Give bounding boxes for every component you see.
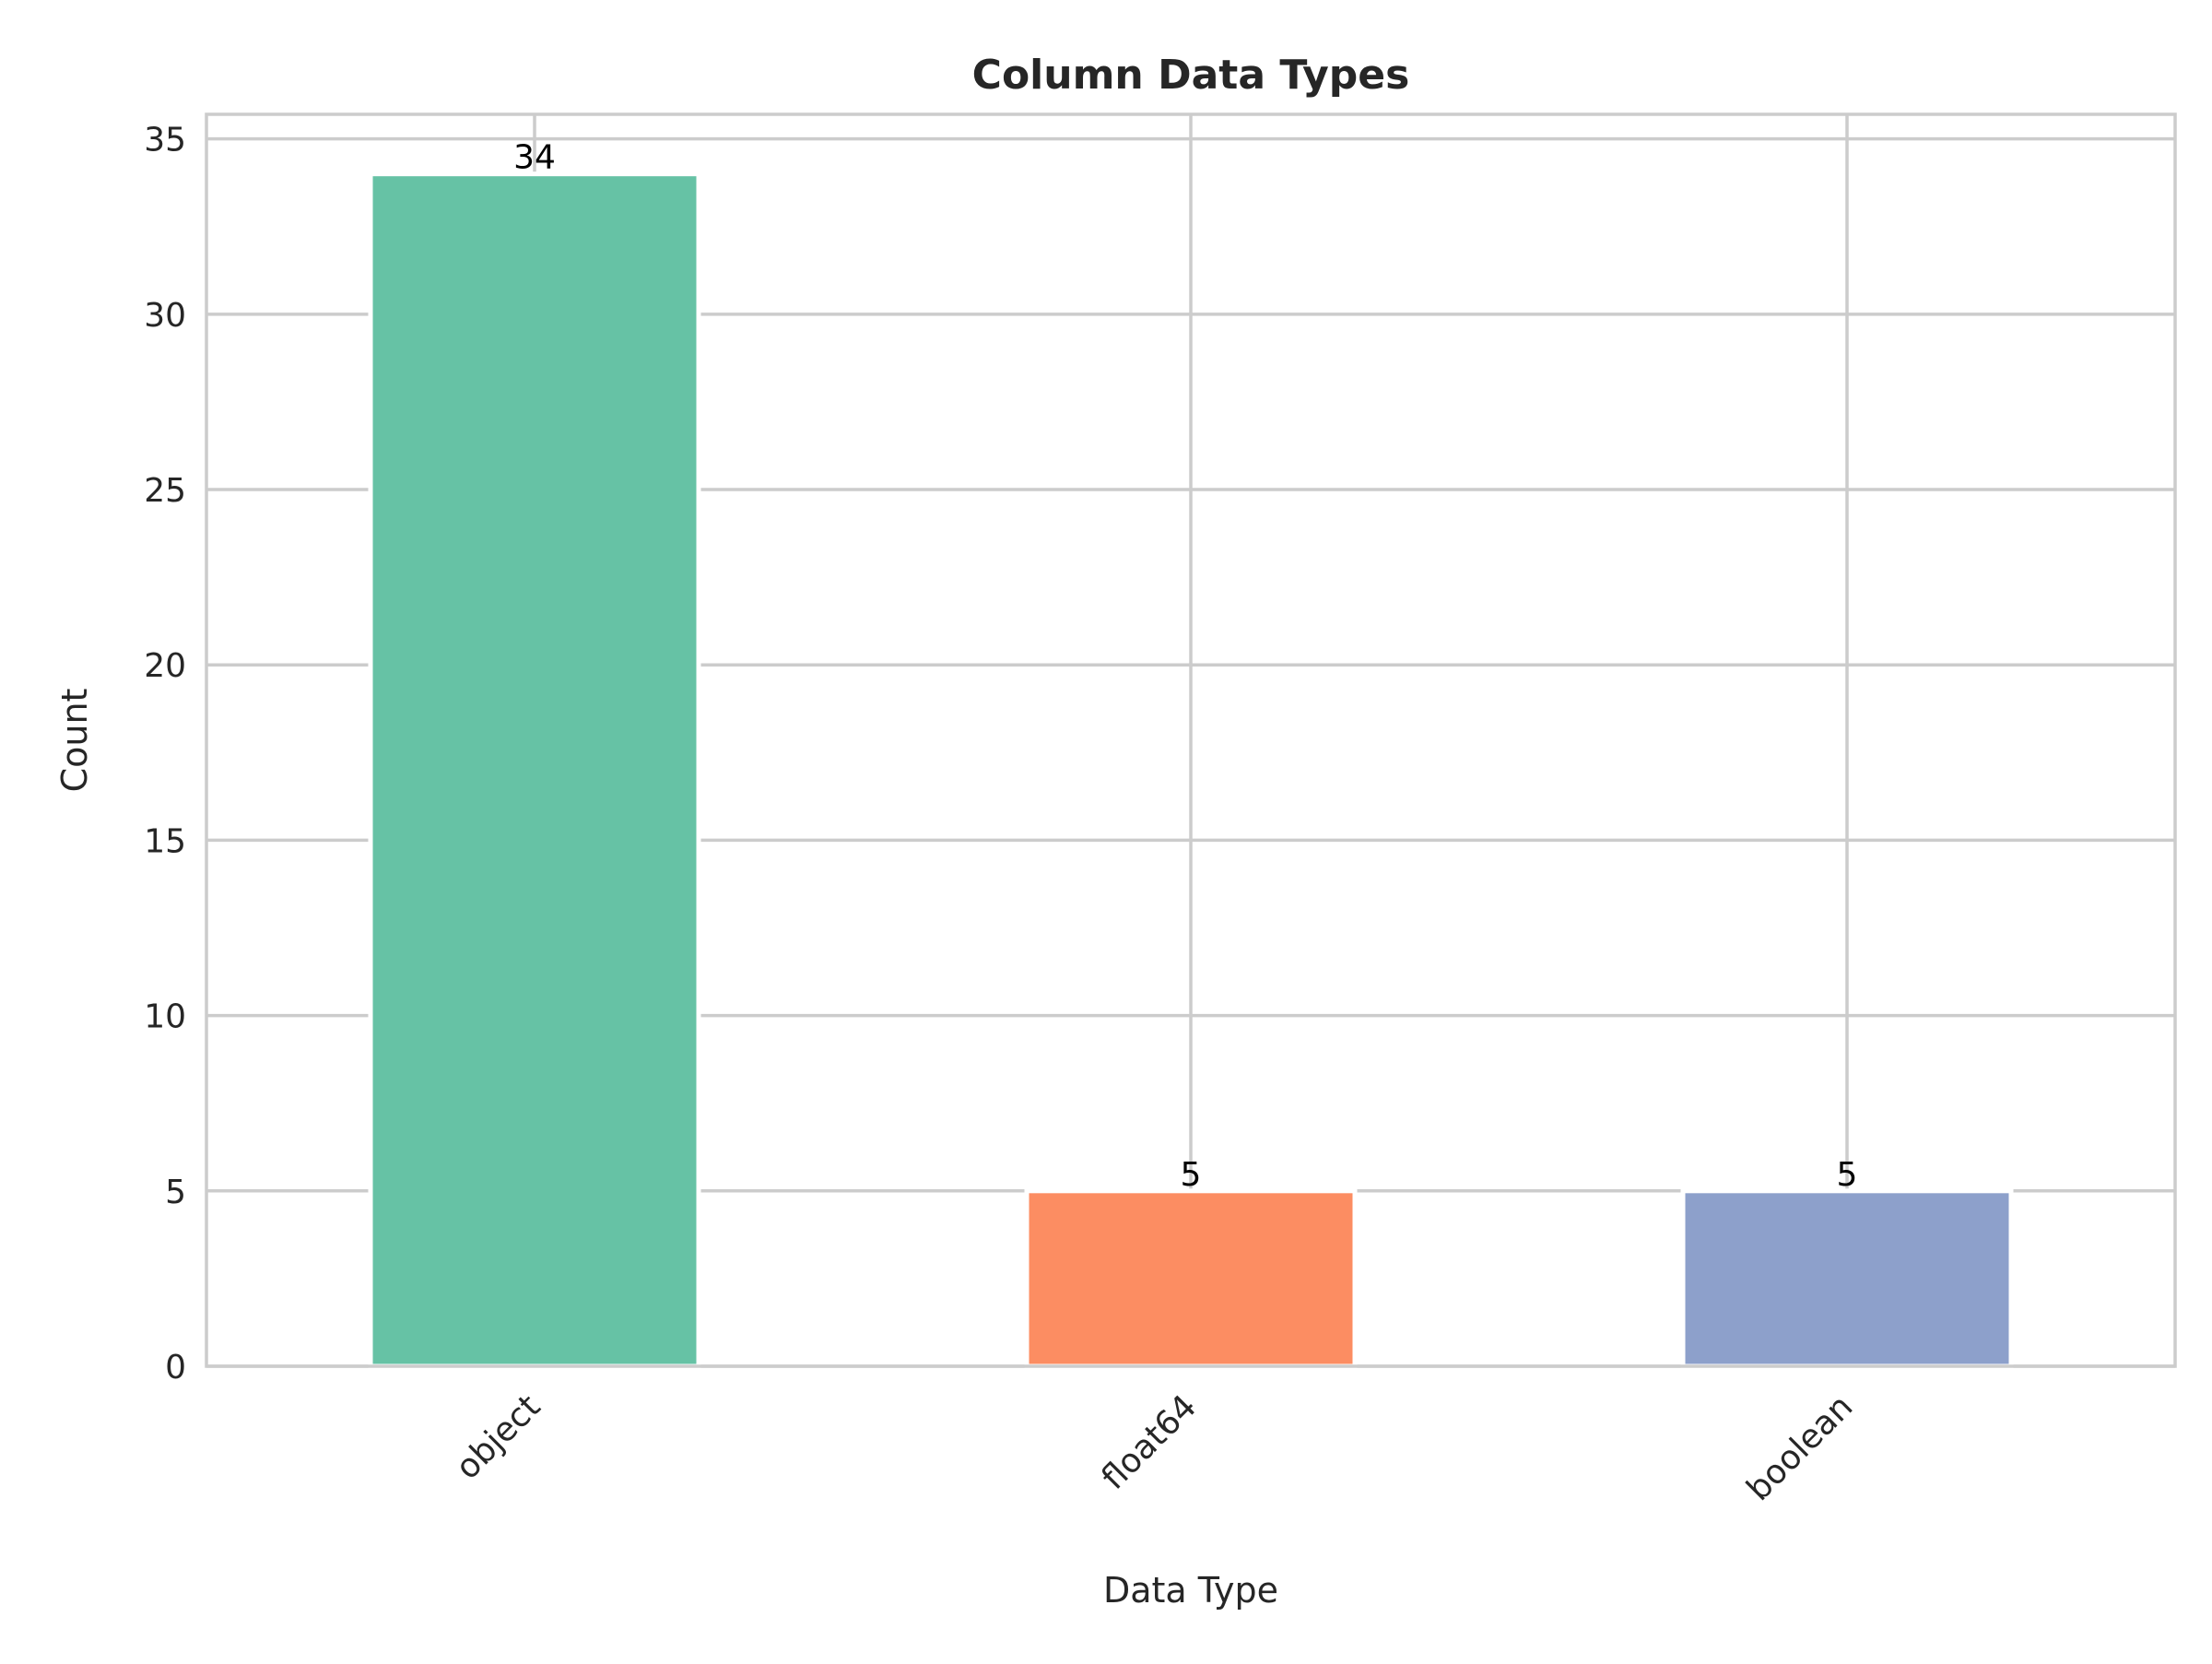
bars (368, 171, 2014, 1369)
y-tick-label: 30 (144, 297, 186, 335)
plot-frame (205, 112, 2177, 1368)
bar-value-label: 34 (513, 139, 556, 177)
y-tick-label: 35 (144, 122, 186, 159)
bar-value-label: 5 (1837, 1156, 1858, 1194)
bar-object (368, 171, 701, 1369)
y-tick-label: 5 (165, 1174, 186, 1211)
y-tick-label: 10 (144, 998, 186, 1036)
chart-title: Column Data Types (972, 52, 1410, 99)
y-tick-label: 25 (144, 472, 186, 510)
y-tick-label: 20 (144, 647, 186, 685)
bar-boolean (1680, 1188, 2014, 1369)
data-labels: 34 5 5 (513, 139, 1857, 1194)
y-tick-label: 15 (144, 822, 186, 860)
y-tick-label: 0 (165, 1349, 186, 1387)
y-axis-title: Count (54, 689, 95, 793)
x-axis-title: Data Type (1103, 1570, 1278, 1611)
y-axis-ticks: 0 5 10 15 20 25 30 35 (144, 122, 186, 1387)
bar-value-label: 5 (1181, 1156, 1202, 1194)
bar-float64 (1024, 1188, 1358, 1369)
